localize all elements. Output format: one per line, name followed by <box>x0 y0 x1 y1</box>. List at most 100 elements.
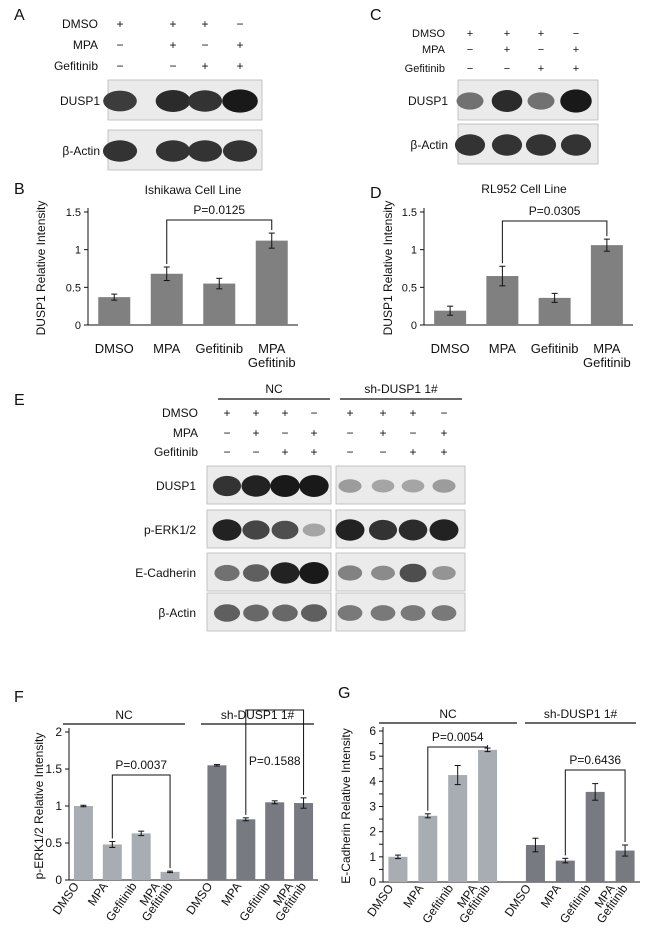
western-blots: DMSO + + + − MPA − + − + Gefitinib − − + + DUSP1 β-Actin… <box>54 17 599 632</box>
y-tick-label: 0.5 <box>66 282 81 294</box>
chart-d: RL952 Cell Line DUSP1 Relative Intensity 0… <box>381 182 633 370</box>
blot-band <box>155 140 191 162</box>
condition-label-gefitinib: Gefitinib <box>405 63 445 75</box>
condition-sign: + <box>379 426 386 440</box>
bar <box>590 245 623 325</box>
panel-letter-e: E <box>14 392 25 409</box>
blot-band <box>525 134 557 156</box>
category-label: MPA <box>218 880 244 909</box>
y-tick-label: 1 <box>369 850 376 864</box>
blot-band <box>299 474 329 498</box>
blot-band <box>155 90 191 112</box>
category-label: MPA <box>538 882 564 911</box>
condition-sign: + <box>504 28 510 40</box>
condition-sign: − <box>346 445 353 459</box>
condition-sign: − <box>379 445 386 459</box>
blot-band <box>272 604 298 622</box>
blot-band <box>491 90 523 112</box>
bar <box>207 765 227 880</box>
y-tick-label: 1 <box>75 245 81 257</box>
category-label: Gefitinib <box>236 879 273 923</box>
bar <box>585 791 605 882</box>
condition-sign: + <box>169 17 176 31</box>
chart-title: RL952 Cell Line <box>481 182 567 196</box>
condition-sign: + <box>379 406 386 420</box>
bar <box>418 815 438 882</box>
condition-sign: + <box>201 17 208 31</box>
condition-sign: − <box>281 426 288 440</box>
bar <box>388 856 408 882</box>
condition-sign: + <box>116 17 123 31</box>
blot-band <box>243 604 269 622</box>
condition-sign: + <box>310 426 317 440</box>
group-label: NC <box>115 708 133 722</box>
blot-band <box>371 479 395 493</box>
bar <box>150 273 183 325</box>
category-label: MPA <box>85 880 111 909</box>
significance-bracket <box>501 220 608 264</box>
condition-sign: − <box>252 445 259 459</box>
condition-sign: − <box>504 63 510 75</box>
blot-band <box>103 90 137 112</box>
category-label: Gefitinib <box>195 341 243 356</box>
blot-band <box>302 523 326 537</box>
blot-band <box>338 479 362 493</box>
y-tick-label: 1.5 <box>45 762 62 776</box>
band-label: DUSP1 <box>156 479 196 493</box>
blot-band <box>560 89 592 113</box>
condition-sign: + <box>409 406 416 420</box>
y-tick-label: 0 <box>75 320 81 332</box>
category-label: DMSO <box>502 882 534 920</box>
y-tick-label: 1.5 <box>402 207 417 219</box>
blot-band <box>222 89 258 113</box>
p-value-label: P=0.0125 <box>193 203 245 217</box>
bar <box>294 803 314 880</box>
y-tick-label: 3 <box>369 800 376 814</box>
blot-band <box>368 519 398 541</box>
blot-band <box>491 134 523 156</box>
bar <box>131 833 151 880</box>
condition-sign: − <box>223 426 230 440</box>
condition-label-gefitinib: Gefitinib <box>54 59 98 73</box>
p-value-label: P=0.0305 <box>529 204 581 218</box>
condition-sign: − <box>573 28 579 40</box>
bar-charts: Ishikawa Cell Line DUSP1 Relative Intensi… <box>32 182 640 926</box>
condition-sign: − <box>116 59 123 73</box>
condition-label-mpa: MPA <box>422 44 446 56</box>
y-tick-label: 2 <box>55 725 62 739</box>
y-axis-label: DUSP1 Relative Intensity <box>381 201 395 336</box>
condition-sign: + <box>281 406 288 420</box>
panel-letter-a: A <box>14 7 25 24</box>
y-tick-label: 0.5 <box>402 282 417 294</box>
group-label: sh-DUSP1 1# <box>544 707 618 721</box>
panel-letter-c: C <box>370 7 382 24</box>
significance-bracket <box>427 745 489 811</box>
chart-b: Ishikawa Cell Line DUSP1 Relative Intensi… <box>34 183 298 370</box>
y-axis-label: E-Cadherin Relative Intensity <box>339 728 353 883</box>
bar <box>73 806 93 880</box>
y-tick-label: 5 <box>369 749 376 763</box>
bar <box>448 775 468 882</box>
y-tick-label: 0 <box>55 873 62 887</box>
condition-sign: − <box>223 445 230 459</box>
y-tick-label: 6 <box>369 724 376 738</box>
condition-sign: + <box>236 59 243 73</box>
panel-letter-d: D <box>370 185 382 202</box>
y-tick-label: 4 <box>369 774 376 788</box>
blot-band <box>102 140 138 162</box>
condition-sign: + <box>409 445 416 459</box>
category-label: MPA <box>400 882 426 911</box>
condition-sign: + <box>281 445 288 459</box>
blot-band <box>299 561 329 585</box>
condition-sign: + <box>538 63 544 75</box>
blot-band <box>270 474 300 498</box>
bar <box>434 310 467 325</box>
band-label: β-Actin <box>410 138 448 152</box>
significance-bracket <box>111 774 171 869</box>
condition-sign: + <box>252 426 259 440</box>
blot-band <box>213 604 241 622</box>
category-label: Gefitinib <box>248 355 296 370</box>
band-label: DUSP1 <box>408 94 448 108</box>
condition-sign: − <box>169 59 176 73</box>
band-label: DUSP1 <box>60 94 100 108</box>
